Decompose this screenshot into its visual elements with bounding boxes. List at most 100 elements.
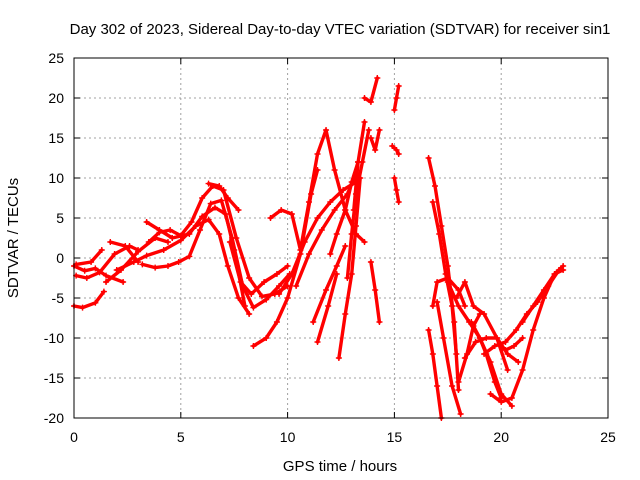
- data-point-pass-14: [288, 211, 295, 217]
- data-point-pass-10: [156, 229, 163, 236]
- data-point-pass-30: [453, 351, 460, 357]
- data-point-pass-1: [79, 304, 86, 311]
- y-tick-label: 10: [48, 170, 64, 186]
- x-tick-label: 0: [70, 429, 78, 445]
- data-point-pass-15: [314, 215, 321, 221]
- data-point-pass-9: [263, 296, 270, 303]
- data-point-pass-38: [468, 319, 475, 325]
- data-point-pass-34: [508, 403, 515, 409]
- data-point-pass-29: [425, 155, 432, 161]
- data-point-pass-12: [248, 291, 255, 297]
- data-point-pass-10: [145, 239, 152, 245]
- data-point-pass-20: [335, 355, 342, 361]
- data-point-pass-14: [323, 127, 330, 133]
- data-point-pass-9: [164, 263, 171, 269]
- data-point-pass-33: [440, 335, 447, 341]
- data-point-pass-35: [461, 279, 468, 285]
- y-tick-label: 5: [56, 210, 64, 226]
- data-point-pass-2: [103, 272, 110, 279]
- data-point-pass-42: [560, 267, 567, 273]
- data-point-pass-9: [207, 200, 214, 207]
- data-point-pass-3: [83, 275, 90, 281]
- x-tick-label: 25: [600, 429, 616, 445]
- series-trace-pass-36: [456, 312, 482, 384]
- data-point-pass-10: [246, 275, 253, 281]
- data-point-pass-35: [470, 303, 477, 309]
- data-point-pass-14: [314, 151, 321, 157]
- data-point-pass-9: [250, 304, 257, 311]
- data-point-pass-25: [367, 259, 374, 265]
- data-point-pass-21: [344, 275, 351, 281]
- data-point-pass-42: [519, 319, 526, 325]
- data-point-pass-23: [367, 99, 374, 105]
- data-point-pass-38: [491, 379, 498, 385]
- data-point-pass-22: [355, 159, 362, 165]
- data-point-pass-2: [120, 279, 127, 285]
- data-point-pass-7: [224, 263, 231, 269]
- data-point-pass-8: [143, 219, 150, 225]
- data-point-pass-18: [325, 303, 332, 309]
- data-point-pass-10: [258, 293, 265, 300]
- data-point-pass-13: [250, 343, 257, 349]
- tick-labels: 0 5 10 15 20 25 -20 -15 -10 -5 0 5 10 15 20 25: [44, 50, 616, 445]
- data-point-pass-33: [457, 411, 464, 417]
- data-point-pass-12: [261, 279, 268, 285]
- data-point-pass-11: [216, 183, 223, 189]
- data-point-pass-30: [436, 231, 443, 237]
- data-point-pass-8: [169, 235, 176, 241]
- data-point-pass-38: [476, 335, 483, 341]
- data-point-pass-9: [152, 264, 159, 271]
- data-point-pass-31: [425, 327, 432, 333]
- data-point-pass-7: [246, 311, 253, 317]
- data-point-pass-36: [476, 311, 483, 317]
- data-point-pass-15: [288, 271, 295, 277]
- data-point-pass-31: [429, 351, 436, 357]
- data-point-pass-21: [348, 231, 355, 237]
- data-point-pass-5: [164, 239, 171, 245]
- data-point-pass-24: [372, 147, 379, 153]
- data-point-pass-6: [122, 243, 129, 249]
- data-point-pass-26: [391, 107, 398, 113]
- data-point-pass-37: [483, 335, 490, 341]
- data-point-pass-40: [498, 399, 505, 405]
- data-point-pass-15: [301, 239, 308, 245]
- x-tick-label: 15: [387, 429, 403, 445]
- data-point-pass-1: [100, 288, 107, 295]
- data-point-pass-41: [519, 335, 526, 341]
- data-point-pass-33: [434, 299, 441, 305]
- data-point-pass-37: [515, 359, 522, 365]
- data-point-pass-16: [293, 283, 300, 289]
- data-point-pass-24: [376, 127, 383, 133]
- data-point-pass-13: [284, 295, 291, 301]
- data-point-pass-30: [442, 271, 449, 277]
- data-point-pass-9: [139, 261, 146, 268]
- data-point-pass-23: [361, 95, 368, 101]
- data-point-pass-8: [211, 204, 218, 211]
- data-point-pass-9: [276, 283, 283, 289]
- series-trace-pass-37: [463, 336, 520, 364]
- data-point-pass-41: [511, 343, 518, 349]
- plot-frame: [73, 57, 609, 419]
- data-point-pass-1: [92, 299, 99, 306]
- data-point-pass-16: [305, 251, 312, 257]
- series-trace-pass-17: [311, 244, 347, 324]
- data-point-pass-27: [395, 151, 402, 157]
- data-point-pass-12: [226, 239, 233, 245]
- data-point-pass-8: [186, 231, 193, 237]
- data-point-pass-25: [372, 287, 379, 293]
- data-point-pass-18: [314, 339, 321, 345]
- data-point-pass-17: [333, 263, 340, 269]
- data-point-pass-14: [331, 167, 338, 173]
- data-point-pass-39: [491, 343, 498, 349]
- data-point-pass-16: [318, 227, 325, 233]
- data-point-pass-19: [327, 251, 334, 257]
- data-point-pass-37: [472, 339, 479, 345]
- data-point-pass-26: [393, 95, 400, 101]
- data-point-pass-7: [235, 295, 242, 301]
- data-point-pass-33: [449, 383, 456, 389]
- series-trace-pass-31: [426, 328, 444, 420]
- x-tick-label: 20: [493, 429, 509, 445]
- y-axis-label: SDTVAR / TECUs: [5, 178, 22, 298]
- data-point-pass-9: [186, 253, 193, 260]
- data-point-pass-42: [540, 287, 547, 293]
